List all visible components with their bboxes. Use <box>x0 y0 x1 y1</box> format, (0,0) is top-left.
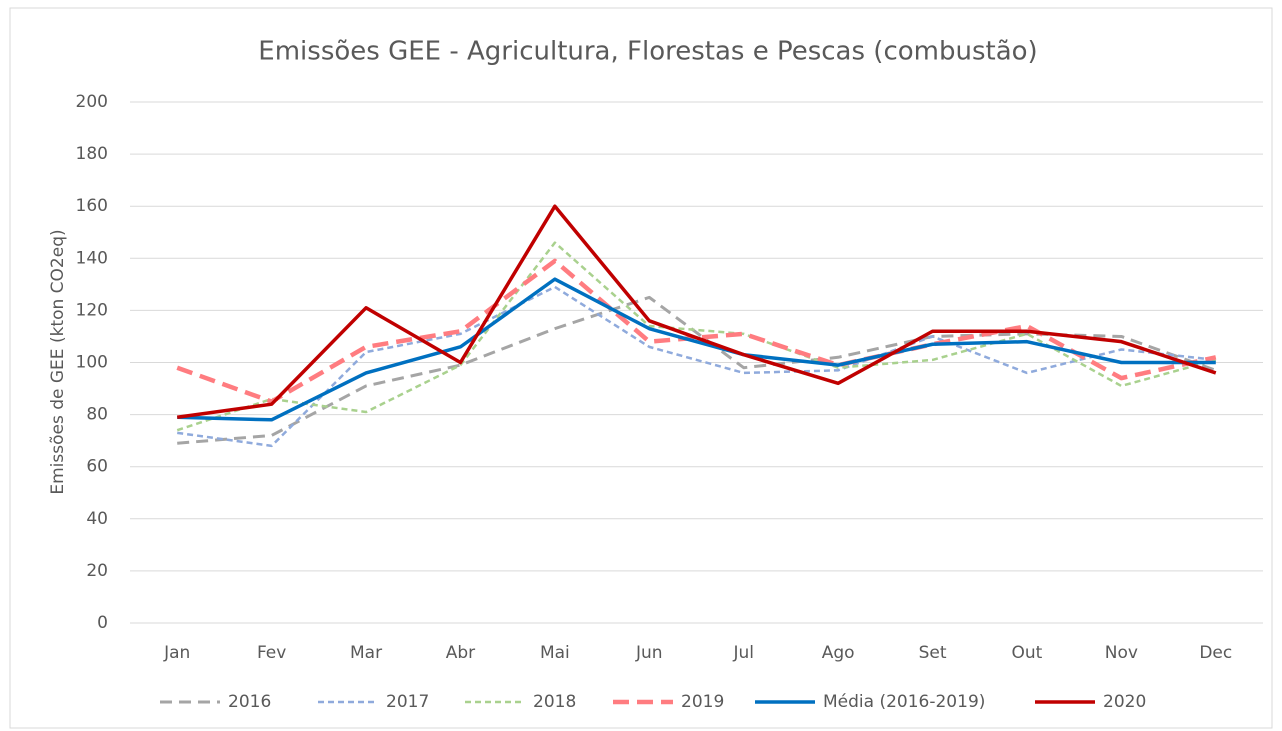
y-axis-title: Emissões de GEE (kton CO2eq) <box>48 229 68 494</box>
y-tick-label: 0 <box>97 613 108 633</box>
x-tick-label: Set <box>919 643 947 663</box>
y-tick-label: 120 <box>76 300 108 320</box>
x-tick-label: Nov <box>1105 643 1138 663</box>
chart-title: Emissões GEE - Agricultura, Florestas e … <box>258 37 1037 67</box>
x-tick-label: Ago <box>822 643 855 663</box>
x-tick-label: Jun <box>635 643 663 663</box>
x-tick-label: Mai <box>540 643 570 663</box>
x-tick-label: Dec <box>1199 643 1232 663</box>
legend-label: 2017 <box>386 692 429 712</box>
y-tick-label: 80 <box>86 405 108 425</box>
y-tick-label: 60 <box>86 457 108 477</box>
x-tick-label: Jul <box>732 643 754 663</box>
legend-label: 2016 <box>228 692 271 712</box>
y-tick-label: 180 <box>76 144 108 164</box>
y-tick-label: 100 <box>76 353 108 373</box>
x-tick-label: Fev <box>257 643 286 663</box>
legend-label: Média (2016-2019) <box>823 692 985 712</box>
y-tick-label: 200 <box>76 92 108 112</box>
x-tick-label: Abr <box>446 643 475 663</box>
series-line <box>177 277 1216 422</box>
series-line <box>177 285 1216 448</box>
legend-label: 2020 <box>1103 692 1146 712</box>
series-line <box>176 204 1217 419</box>
legend-label: 2018 <box>533 692 576 712</box>
y-tick-label: 160 <box>76 196 108 216</box>
chart-frame <box>9 7 1273 729</box>
x-tick-label: Jan <box>163 643 190 663</box>
legend-label: 2019 <box>681 692 724 712</box>
y-tick-label: 40 <box>86 509 108 529</box>
y-tick-label: 140 <box>76 248 108 268</box>
x-tick-label: Out <box>1012 643 1043 663</box>
x-tick-label: Mar <box>350 643 382 663</box>
y-tick-label: 20 <box>86 561 108 581</box>
